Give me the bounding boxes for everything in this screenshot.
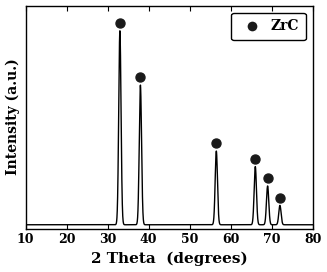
Point [117, 21, 123, 25]
Point [138, 75, 143, 79]
Point [253, 157, 258, 161]
Legend: ZrC: ZrC [232, 13, 306, 40]
Point [277, 195, 283, 200]
X-axis label: 2 Theta  (degrees): 2 Theta (degrees) [91, 252, 248, 267]
Point [265, 176, 270, 180]
Point [214, 141, 219, 146]
Y-axis label: Intensity (a.u.): Intensity (a.u.) [6, 59, 20, 175]
